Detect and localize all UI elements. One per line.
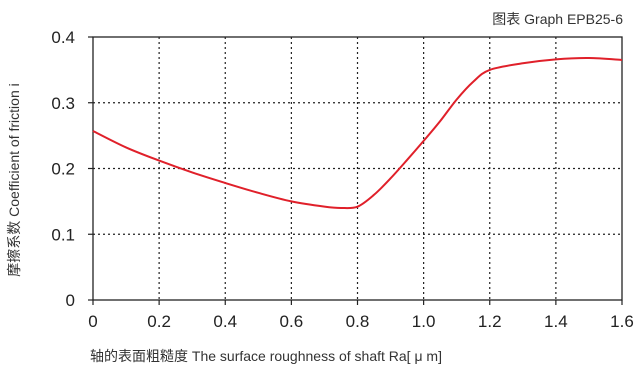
x-tick-label-2: 0.4	[213, 312, 237, 331]
chart-note: 图表 Graph EPB25-6	[492, 11, 623, 27]
x-tick-label-4: 0.8	[346, 312, 370, 331]
y-tick-label-0: 0	[66, 291, 75, 310]
y-tick-label-1: 0.1	[51, 225, 75, 244]
y-tick-label-3: 0.3	[51, 94, 75, 113]
series-line-0	[92, 57, 623, 210]
x-tick-label-7: 1.4	[544, 312, 568, 331]
x-tick-label-3: 0.6	[280, 312, 304, 331]
x-axis-label: 轴的表面粗糙度 The surface roughness of shaft R…	[90, 348, 442, 364]
x-tick-label-1: 0.2	[147, 312, 171, 331]
y-tick-label-4: 0.4	[51, 28, 75, 47]
x-tick-label-6: 1.2	[478, 312, 502, 331]
x-tick-label-8: 1.6	[610, 312, 634, 331]
y-tick-label-2: 0.2	[51, 160, 75, 179]
x-tick-label-5: 1.0	[412, 312, 436, 331]
x-tick-label-0: 0	[88, 312, 97, 331]
